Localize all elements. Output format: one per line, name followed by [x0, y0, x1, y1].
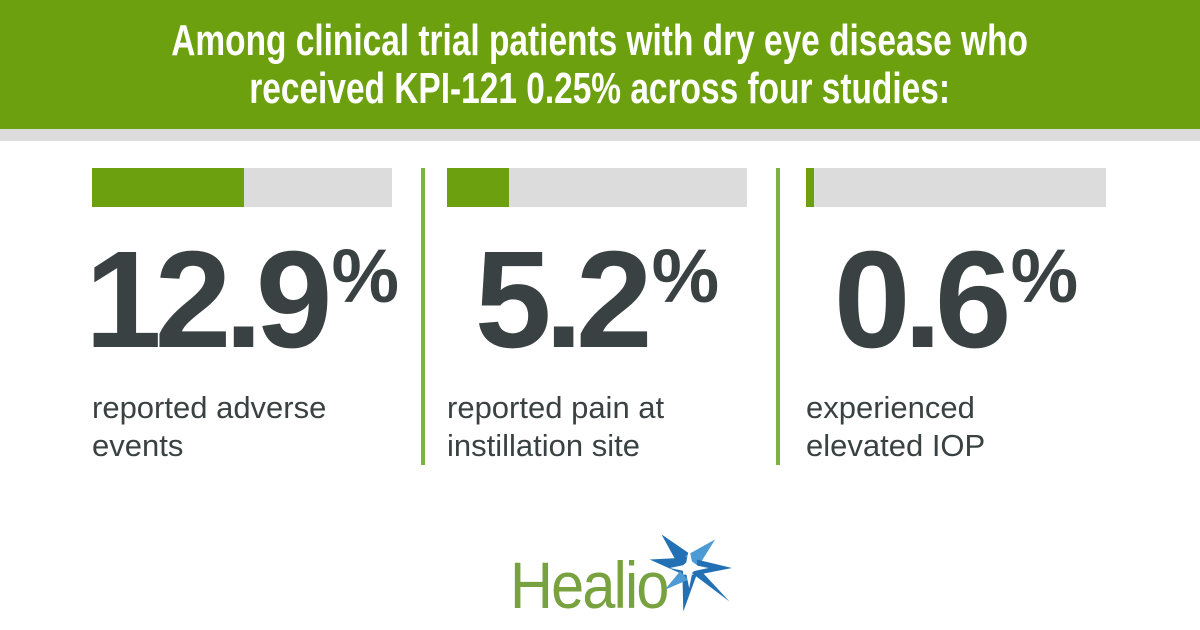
starburst-icon	[649, 534, 732, 612]
progress-bar-track	[92, 168, 392, 207]
healio-logo: Healio	[510, 534, 750, 626]
stat-column-adverse-events: 12.9 % reported adverse events	[85, 168, 399, 465]
stat-number: 12.9 %	[85, 231, 399, 373]
stat-percent-sign: %	[331, 234, 400, 319]
stat-caption: reported adverse events	[92, 390, 327, 463]
stat-caption: experienced elevated IOP	[806, 390, 986, 463]
progress-bar-fill	[92, 168, 245, 207]
vertical-divider	[421, 168, 425, 465]
header-gray-strip	[0, 129, 1200, 141]
stat-caption: reported pain at instillation site	[447, 390, 665, 463]
vertical-divider	[776, 168, 780, 465]
stat-value: 0.6	[833, 223, 1012, 377]
header-banner: Among clinical trial patients with dry e…	[0, 0, 1200, 129]
stat-percent-sign: %	[651, 234, 720, 319]
stat-column-elevated-iop: 0.6 % experienced elevated IOP	[806, 168, 1106, 465]
stat-value: 5.2	[474, 223, 653, 377]
progress-bar-track	[806, 168, 1106, 207]
progress-bar-fill	[447, 168, 510, 207]
progress-bar-track	[447, 168, 747, 207]
stat-column-pain-instillation: 5.2 % reported pain at instillation site	[447, 168, 747, 465]
stat-value: 12.9	[84, 223, 333, 377]
stat-number: 5.2 %	[447, 231, 747, 373]
stat-number: 0.6 %	[806, 231, 1106, 373]
stat-percent-sign: %	[1010, 234, 1079, 319]
healio-logo-text: Healio	[510, 548, 669, 622]
header-title: Among clinical trial patients with dry e…	[171, 15, 1029, 113]
progress-bar-fill	[806, 168, 815, 207]
